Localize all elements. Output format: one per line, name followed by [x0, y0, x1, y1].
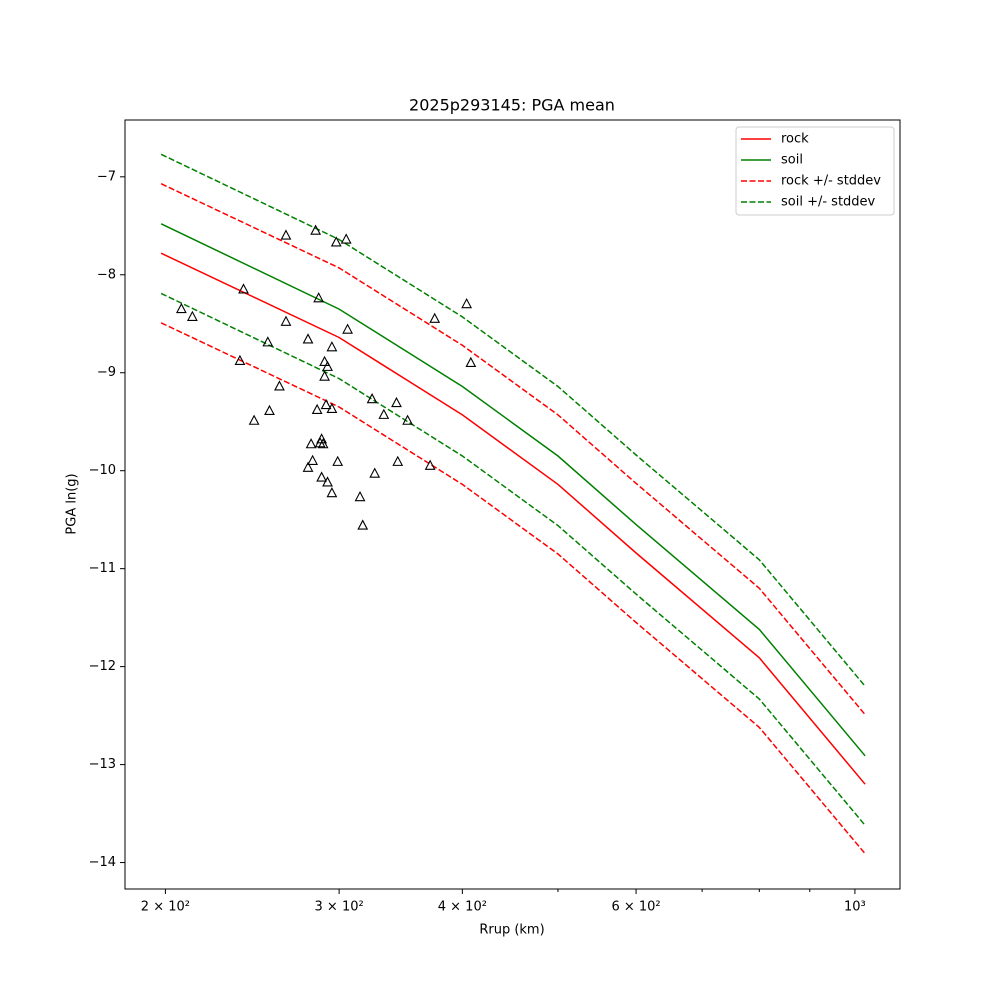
- observation-marker: [274, 380, 285, 391]
- y-tick-label: −12: [89, 659, 116, 674]
- x-tick-label: 6 × 10²: [611, 900, 660, 915]
- observation-marker: [280, 229, 292, 240]
- x-tick-label: 10³: [844, 900, 866, 915]
- legend-box: [735, 126, 895, 216]
- observation-marker: [302, 333, 314, 344]
- observation-marker: [248, 414, 260, 425]
- series-line: [160, 153, 866, 687]
- observation-marker: [264, 404, 275, 415]
- observation-marker: [319, 355, 330, 367]
- observation-marker: [175, 302, 187, 314]
- observation-marker: [366, 393, 378, 404]
- observation-marker: [357, 519, 369, 530]
- observation-marker: [340, 233, 352, 244]
- x-tick-label: 2 × 10²: [141, 900, 190, 915]
- legend-label: soil +/- stddev: [781, 195, 876, 210]
- observation-marker: [317, 438, 329, 449]
- observation-marker: [310, 224, 322, 235]
- series-line: [160, 183, 866, 716]
- observation-marker: [392, 455, 404, 466]
- y-tick-label: −10: [89, 463, 116, 478]
- observation-marker: [326, 341, 338, 352]
- x-tick-label: 4 × 10²: [438, 900, 487, 915]
- observation-marker: [332, 455, 344, 466]
- series-line: [160, 322, 866, 855]
- observation-marker: [326, 487, 338, 498]
- legend-label: soil: [781, 153, 803, 168]
- observation-marker: [322, 360, 333, 371]
- observation-marker: [330, 236, 342, 247]
- y-tick-label: −13: [89, 757, 116, 772]
- y-tick-label: −14: [89, 855, 116, 870]
- observation-marker: [319, 370, 330, 381]
- observation-marker: [461, 297, 473, 309]
- y-tick-label: −11: [89, 561, 116, 576]
- observation-marker: [465, 356, 477, 367]
- observation-marker: [424, 459, 436, 470]
- y-tick-label: −9: [97, 365, 116, 380]
- legend: rock soil rock +/- stddev soil +/- stddev: [735, 126, 895, 216]
- observation-marker: [302, 461, 314, 472]
- observation-marker: [307, 454, 319, 465]
- observation-marker: [311, 403, 323, 415]
- observation-marker: [234, 354, 246, 366]
- observation-marker: [402, 414, 414, 425]
- observation-marker: [313, 292, 325, 303]
- observation-marker: [326, 402, 338, 414]
- observation-marker: [238, 283, 249, 294]
- observation-marker: [305, 438, 317, 449]
- observation-marker: [322, 476, 333, 487]
- chart-title: 2025p293145: PGA mean: [409, 96, 615, 115]
- observation-marker: [262, 336, 274, 347]
- x-tick-label: 3 × 10²: [315, 900, 364, 915]
- series-line: [160, 223, 866, 757]
- observation-marker: [320, 398, 332, 410]
- y-tick-label: −7: [97, 169, 116, 184]
- observation-marker: [369, 467, 381, 478]
- observation-marker: [186, 310, 198, 321]
- legend-label: rock: [781, 132, 809, 147]
- x-axis-label: Rrup (km): [479, 923, 544, 938]
- series-line: [160, 292, 866, 826]
- observation-marker: [280, 315, 292, 326]
- observation-marker: [342, 323, 354, 334]
- plot-frame: [124, 119, 901, 890]
- y-axis-label: PGA ln(g): [65, 473, 80, 534]
- observation-marker: [316, 471, 328, 482]
- observation-marker: [391, 396, 402, 408]
- legend-label: rock +/- stddev: [781, 174, 881, 189]
- series-line: [160, 252, 866, 785]
- observation-marker: [429, 312, 441, 323]
- y-tick-label: −8: [97, 267, 116, 282]
- observation-marker: [354, 490, 366, 502]
- observation-marker: [378, 408, 390, 419]
